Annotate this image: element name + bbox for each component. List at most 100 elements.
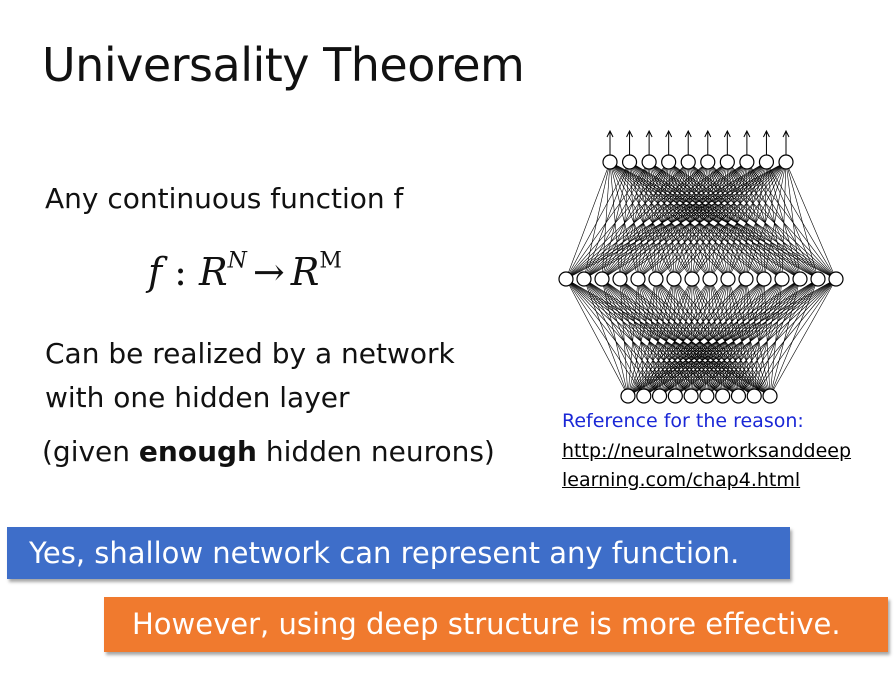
- connection-line: [619, 161, 689, 280]
- neuron-node: [648, 271, 664, 287]
- connection-line: [769, 278, 801, 397]
- connection-line: [627, 278, 765, 397]
- connection-line: [753, 278, 765, 397]
- connection-line: [691, 278, 708, 397]
- connection-line: [659, 278, 747, 397]
- connection-line: [601, 161, 787, 280]
- condition-prefix: (given: [42, 435, 139, 468]
- connection-line: [627, 278, 819, 397]
- connection-line: [675, 278, 747, 397]
- neuron-node: [667, 388, 683, 404]
- connection-line: [722, 278, 783, 397]
- connection-line: [766, 161, 837, 280]
- connection-line: [629, 161, 693, 280]
- connection-line: [709, 161, 748, 280]
- neuron-node: [620, 388, 636, 404]
- connection-line: [738, 278, 801, 397]
- connection-line: [637, 278, 645, 397]
- formula-f: f: [148, 250, 163, 294]
- neuron-node: [636, 388, 652, 404]
- connection-line: [627, 278, 657, 397]
- connection-line: [766, 161, 819, 280]
- connection-line: [673, 161, 689, 280]
- neuron-node: [719, 154, 735, 170]
- connection-line: [629, 161, 783, 280]
- connection-line: [673, 161, 728, 280]
- connection-line: [609, 161, 693, 280]
- connection-line: [738, 278, 747, 397]
- connection-line: [769, 278, 783, 397]
- neuron-node: [746, 388, 762, 404]
- connection-line: [629, 161, 819, 280]
- deep-structure-callout: However, using deep structure is more ef…: [104, 597, 888, 652]
- connection-line: [637, 278, 723, 397]
- connection-line: [709, 161, 728, 280]
- formula-domain: R: [199, 250, 228, 294]
- connection-line: [706, 278, 783, 397]
- connection-line: [637, 278, 739, 397]
- slide-title: Universality Theorem: [42, 38, 525, 92]
- connection-line: [637, 161, 709, 280]
- condition-suffix: hidden neurons): [257, 435, 495, 468]
- connection-line: [655, 161, 669, 280]
- connection-line: [655, 161, 709, 280]
- connection-line: [675, 278, 693, 397]
- neuron-node: [720, 271, 736, 287]
- connection-line: [668, 161, 675, 280]
- connection-line: [629, 161, 639, 280]
- arrow-head: [782, 129, 790, 138]
- connection-line: [627, 278, 693, 397]
- neuron-node: [762, 388, 778, 404]
- connection-line: [668, 161, 837, 280]
- connection-line: [745, 278, 755, 397]
- connection-line: [727, 278, 739, 397]
- connection-line: [745, 278, 771, 397]
- formula-domain-exp: N: [227, 248, 247, 274]
- neuron-node: [576, 271, 592, 287]
- connection-line: [675, 278, 711, 397]
- network-nodes: [558, 154, 844, 404]
- connection-line: [738, 278, 765, 397]
- connection-line: [709, 161, 767, 280]
- connection-line: [706, 278, 747, 397]
- neuron-node: [778, 154, 794, 170]
- connection-line: [691, 161, 748, 280]
- arrow-head: [606, 129, 614, 138]
- connection-line: [565, 161, 650, 280]
- connection-line: [690, 278, 801, 397]
- connection-line: [619, 161, 650, 280]
- connection-line: [707, 161, 747, 280]
- connection-line: [601, 161, 767, 280]
- connection-line: [619, 278, 708, 397]
- connection-line: [643, 278, 675, 397]
- connection-line: [687, 161, 711, 280]
- connection-line: [785, 161, 837, 280]
- connection-line: [583, 161, 767, 280]
- connection-line: [637, 161, 787, 280]
- connection-line: [629, 161, 657, 280]
- connection-line: [629, 161, 747, 280]
- connection-line: [753, 278, 837, 397]
- connection-line: [706, 278, 819, 397]
- connection-line: [565, 278, 660, 397]
- connection-line: [691, 161, 787, 280]
- connection-line: [583, 161, 787, 280]
- neuron-node: [683, 388, 699, 404]
- connection-line: [648, 161, 801, 280]
- reference-link[interactable]: http://neuralnetworksanddeeplearning.com…: [562, 440, 852, 491]
- connection-line: [763, 278, 771, 397]
- connection-line: [565, 161, 708, 280]
- neuron-node: [651, 388, 668, 404]
- connection-line: [655, 278, 660, 397]
- connection-line: [648, 161, 675, 280]
- connection-line: [619, 278, 660, 397]
- connection-line: [583, 161, 728, 280]
- connection-line: [690, 278, 693, 397]
- connection-line: [643, 278, 729, 397]
- connection-line: [655, 161, 787, 280]
- connection-line: [609, 161, 837, 280]
- connection-line: [619, 161, 748, 280]
- connection-line: [565, 161, 689, 280]
- connection-line: [655, 278, 692, 397]
- neuron-node: [739, 154, 755, 170]
